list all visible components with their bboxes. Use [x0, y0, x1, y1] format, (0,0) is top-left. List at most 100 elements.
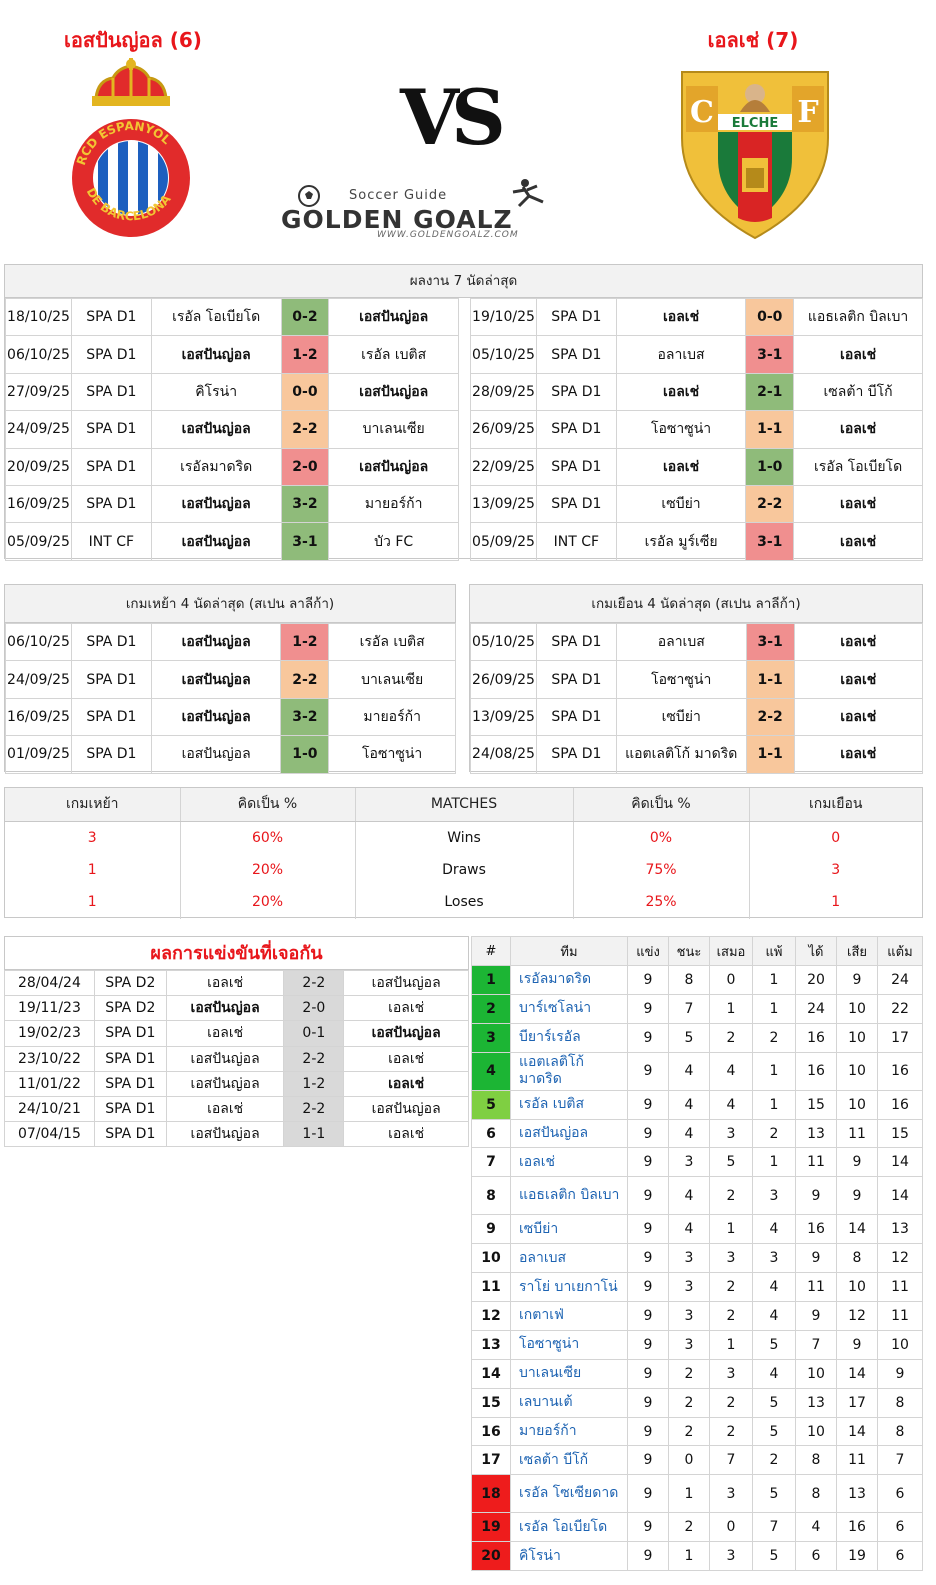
- standings-position: 13: [471, 1329, 511, 1360]
- home-venue-table: 06/10/25 SPA D1 เอสปันญ่อล 1-2 เรอัล เบติส 24…: [5, 622, 456, 774]
- match-row: 26/09/25 SPA D1 โอซาซูน่า 1-1 เอลเช่: [470, 660, 924, 699]
- standings-row: 19 เรอัล โอเบียโด 9 2 0 7 4 16 6: [471, 1512, 923, 1543]
- standings-points: 10: [877, 1329, 923, 1360]
- h2h-competition: SPA D2: [93, 995, 167, 1022]
- stats-away-count: 0: [748, 821, 922, 854]
- match-away-team: เซลต้า บีโก้: [793, 372, 923, 412]
- standings-position: 19: [471, 1512, 511, 1543]
- standings-position: 16: [471, 1416, 511, 1447]
- stats-header-away: เกมเยือน: [748, 788, 922, 822]
- standings-lost: 7: [752, 1512, 796, 1543]
- match-date: 20/09/25: [5, 447, 72, 486]
- standings-team-link[interactable]: อลาเบส: [510, 1243, 628, 1274]
- standings-team-link[interactable]: บาเลนเซีย: [510, 1358, 628, 1389]
- standings-team-link[interactable]: ราโย่ บาเยกาโน่: [510, 1272, 628, 1303]
- h2h-competition: SPA D2: [93, 969, 167, 997]
- standings-team-link[interactable]: คิโรน่า: [510, 1541, 628, 1572]
- match-date: 26/09/25: [470, 410, 537, 449]
- match-row: 22/09/25 SPA D1 เอลเช่ 1-0 เรอัล โอเบียโด: [470, 447, 923, 486]
- match-home-team: เรอัล โอเบียโด: [150, 297, 282, 337]
- standings-team-link[interactable]: เซบีย่า: [510, 1214, 628, 1245]
- match-competition: SPA D1: [535, 372, 617, 412]
- standings-lost: 5: [752, 1387, 796, 1418]
- standings-team-link[interactable]: เกตาเฟ่: [510, 1301, 628, 1331]
- standings-team-link[interactable]: เอสปันญ่อล: [510, 1118, 628, 1149]
- match-row: 16/09/25 SPA D1 เอสปันญ่อล 3-2 มายอร์ก้า: [5, 697, 456, 737]
- match-away-team: โอซาซูน่า: [328, 735, 456, 774]
- standings-row: 1 เรอัลมาดริด 9 8 0 1 20 9 24: [471, 965, 923, 995]
- stats-header-home: เกมเหย้า: [5, 788, 180, 822]
- away-team-title: เอลเช่ (7): [707, 28, 799, 52]
- standings-goals-against: 17: [836, 1387, 878, 1418]
- h2h-home-team: เอลเช่: [165, 969, 285, 997]
- standings-team-link[interactable]: แอธเลติก บิลเบา: [510, 1176, 628, 1216]
- standings-row: 14 บาเลนเซีย 9 2 3 4 10 14 9: [471, 1358, 923, 1389]
- standings-drawn: 3: [709, 1358, 753, 1389]
- match-date: 05/10/25: [470, 335, 537, 374]
- standings-won: 8: [668, 965, 710, 995]
- standings-team-link[interactable]: โอซาซูน่า: [510, 1329, 628, 1360]
- match-date: 24/08/25: [470, 735, 537, 774]
- standings-goals-against: 14: [836, 1214, 878, 1245]
- standings-row: 3 บียาร์เรอัล 9 5 2 2 16 10 17: [471, 1022, 923, 1053]
- standings-team-link[interactable]: เซลต้า บีโก้: [510, 1445, 628, 1476]
- standings-points: 17: [877, 1022, 923, 1053]
- standings-position: 8: [471, 1176, 511, 1216]
- match-date: 05/09/25: [5, 522, 72, 561]
- standings-team-link[interactable]: เรอัล โซเซียดาด: [510, 1474, 628, 1514]
- h2h-score: 2-2: [283, 1095, 345, 1123]
- match-score: 0-2: [280, 297, 330, 337]
- standings-team-link[interactable]: มายอร์ก้า: [510, 1416, 628, 1447]
- standings-won: 4: [668, 1051, 710, 1091]
- match-away-team: เอลเช่: [793, 522, 923, 561]
- stats-header-matches: MATCHES: [354, 788, 573, 822]
- h2h-competition: SPA D1: [93, 1095, 167, 1123]
- standings-team-link[interactable]: เอลเช่: [510, 1147, 628, 1178]
- match-competition: SPA D1: [70, 410, 152, 449]
- match-competition: SPA D1: [535, 622, 617, 662]
- standings-team-link[interactable]: เรอัล เบติส: [510, 1089, 628, 1120]
- standings-drawn: 2: [709, 1416, 753, 1447]
- match-home-team: เอสปันญ่อล: [150, 660, 282, 699]
- standings-drawn: 3: [709, 1541, 753, 1572]
- home-venue-title: เกมเหย้า 4 นัดล่าสุด (สเปน ลาลีก้า): [5, 585, 455, 623]
- standings-row: 15 เลบานเต้ 9 2 2 5 13 17 8: [471, 1387, 923, 1418]
- match-row: 05/09/25 INT CF เรอัล มูร์เซีย 3-1 เอลเช่: [470, 522, 923, 561]
- standings-goals-for: 11: [795, 1147, 837, 1178]
- standings-team-link[interactable]: บียาร์เรอัล: [510, 1022, 628, 1053]
- match-row: 01/09/25 SPA D1 เอสปันญ่อล 1-0 โอซาซูน่า: [5, 735, 456, 774]
- standings-position: 3: [471, 1022, 511, 1053]
- match-score: 2-2: [280, 660, 330, 699]
- standings-won: 2: [668, 1416, 710, 1447]
- match-date: 28/09/25: [470, 372, 537, 412]
- standings-team-link[interactable]: แอตเลติโก้ มาดริด: [510, 1051, 628, 1091]
- h2h-away-team: เอสปันญ่อล: [343, 1020, 469, 1047]
- home-venue-panel: เกมเหย้า 4 นัดล่าสุด (สเปน ลาลีก้า) 06/1…: [4, 584, 456, 774]
- h2h-title: ผลการแข่งขันที่เจอกัน: [4, 936, 469, 970]
- standings-header-ga: เสีย: [836, 936, 878, 966]
- standings-team-link[interactable]: เรอัลมาดริด: [510, 965, 628, 995]
- standings-team-link[interactable]: เลบานเต้: [510, 1387, 628, 1418]
- standings-points: 9: [877, 1358, 923, 1389]
- espanyol-crest-icon: RCD ESPANYOL DE BARCELONA: [72, 58, 190, 237]
- standings-played: 9: [627, 1243, 669, 1274]
- standings-drawn: 4: [709, 1089, 753, 1120]
- match-competition: SPA D1: [535, 660, 617, 699]
- standings-team-link[interactable]: เรอัล โอเบียโด: [510, 1512, 628, 1543]
- standings-played: 9: [627, 1387, 669, 1418]
- standings-team-link[interactable]: บาร์เซโลน่า: [510, 993, 628, 1024]
- standings-row: 13 โอซาซูน่า 9 3 1 5 7 9 10: [471, 1329, 923, 1360]
- standings-lost: 2: [752, 1445, 796, 1476]
- standings-goals-against: 19: [836, 1541, 878, 1572]
- stats-home-count: 1: [87, 894, 97, 911]
- match-date: 22/09/25: [470, 447, 537, 486]
- standings-position: 6: [471, 1118, 511, 1149]
- home-recent-table: 18/10/25 SPA D1 เรอัล โอเบียโด 0-2 เอสปันญ่อ…: [5, 297, 459, 561]
- match-row: 05/10/25 SPA D1 อลาเบส 3-1 เอลเช่: [470, 335, 923, 374]
- standings-goals-for: 16: [795, 1051, 837, 1091]
- brand-tagline: Soccer Guide: [349, 188, 448, 203]
- away-venue-table: 05/10/25 SPA D1 อลาเบส 3-1 เอลเช่ 26/09/25 SPA…: [470, 622, 924, 774]
- standings-header-row: # ทีม แข่ง ชนะ เสมอ แพ้ ได้ เสีย แต้ม: [471, 936, 923, 966]
- standings-won: 3: [668, 1301, 710, 1331]
- match-away-team: แอธเลติก บิลเบา: [793, 297, 923, 337]
